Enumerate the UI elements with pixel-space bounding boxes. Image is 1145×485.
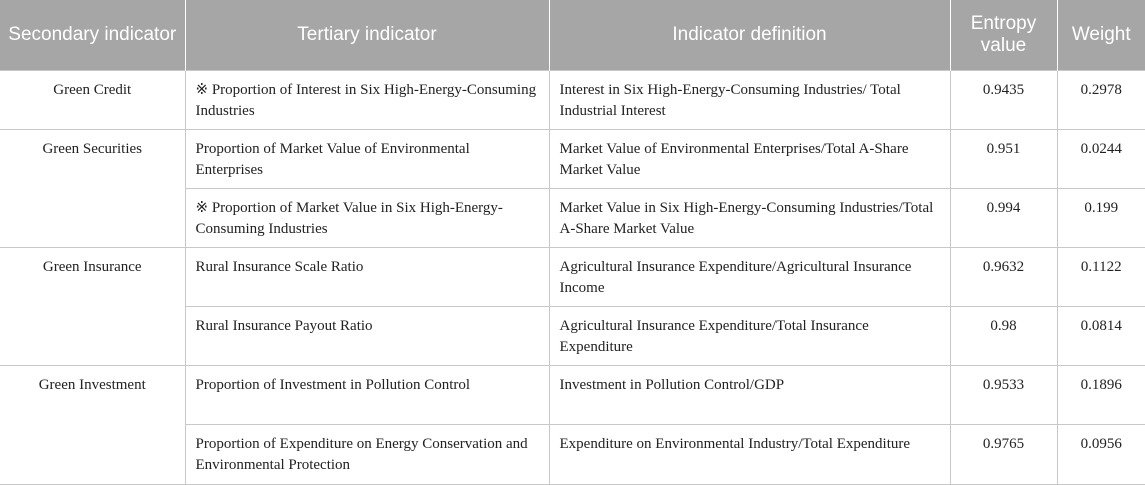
definition-cell: Investment in Pollution Control/GDP [548, 364, 951, 425]
table-row: Green Insurance Rural Insurance Scale Ra… [0, 246, 1145, 307]
entropy-cell: 0.9632 [949, 246, 1058, 307]
entropy-cell: 0.994 [949, 187, 1058, 248]
entropy-cell: 0.98 [949, 305, 1058, 366]
group-cell-empty [0, 424, 186, 485]
entropy-cell: 0.951 [949, 128, 1058, 189]
definition-cell: Agricultural Insurance Expenditure/Total… [548, 305, 951, 366]
tertiary-cell: Proportion of Market Value of Environmen… [184, 128, 550, 189]
tertiary-cell: ※ Proportion of Market Value in Six High… [184, 187, 550, 248]
group-green-investment: Green Investment [0, 364, 186, 424]
weight-cell: 0.1896 [1056, 364, 1145, 425]
weight-cell: 0.0956 [1056, 423, 1145, 485]
table-body: Green Credit ※ Proportion of Interest in… [0, 69, 1145, 485]
table-header: Secondary indicator Tertiary indicator I… [0, 0, 1145, 70]
group-cell-empty [0, 306, 186, 366]
tertiary-cell: Proportion of Expenditure on Energy Cons… [184, 423, 550, 485]
header-indicator-definition: Indicator definition [549, 0, 951, 70]
table-row: Green Securities Proportion of Market Va… [0, 128, 1145, 189]
table-row: Green Investment Proportion of Investmen… [0, 364, 1145, 425]
group-cell-empty [0, 188, 186, 248]
header-tertiary-indicator: Tertiary indicator [185, 0, 550, 70]
weight-cell: 0.0244 [1056, 128, 1145, 189]
definition-cell: Agricultural Insurance Expenditure/Agric… [548, 246, 951, 307]
weight-cell: 0.2978 [1056, 69, 1145, 130]
group-green-securities: Green Securities [0, 128, 186, 188]
weight-cell: 0.1122 [1056, 246, 1145, 307]
table-row: Proportion of Expenditure on Energy Cons… [0, 423, 1145, 485]
weight-cell: 0.199 [1056, 187, 1145, 248]
tertiary-cell: Rural Insurance Payout Ratio [184, 305, 550, 366]
group-green-insurance: Green Insurance [0, 246, 186, 306]
definition-cell: Market Value in Six High-Energy-Consumin… [548, 187, 951, 248]
table-row: Rural Insurance Payout Ratio Agricultura… [0, 305, 1145, 366]
definition-cell: Expenditure on Environmental Industry/To… [548, 423, 951, 485]
tertiary-cell: Rural Insurance Scale Ratio [184, 246, 550, 307]
entropy-cell: 0.9533 [949, 364, 1058, 425]
tertiary-cell: ※ Proportion of Interest in Six High-Ene… [184, 69, 550, 130]
header-secondary-indicator: Secondary indicator [0, 0, 186, 70]
group-green-credit: Green Credit [0, 69, 186, 130]
definition-cell: Market Value of Environmental Enterprise… [548, 128, 951, 189]
tertiary-cell: Proportion of Investment in Pollution Co… [184, 364, 550, 425]
entropy-cell: 0.9435 [949, 69, 1058, 130]
table-row: Green Credit ※ Proportion of Interest in… [0, 69, 1145, 130]
header-entropy-value: Entropy value [950, 0, 1058, 70]
entropy-cell: 0.9765 [949, 423, 1058, 485]
definition-cell: Interest in Six High-Energy-Consuming In… [548, 69, 951, 130]
table-row: ※ Proportion of Market Value in Six High… [0, 187, 1145, 248]
header-weight: Weight [1057, 0, 1145, 70]
weight-cell: 0.0814 [1056, 305, 1145, 366]
